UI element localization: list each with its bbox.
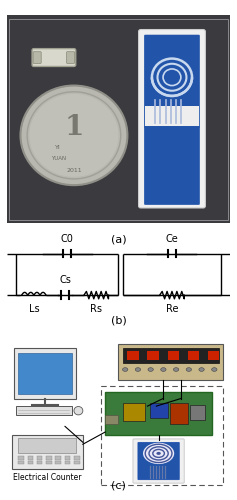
Bar bbox=[101, 386, 223, 486]
Circle shape bbox=[135, 368, 141, 372]
Bar bbox=[147, 351, 159, 360]
Bar bbox=[14, 348, 76, 399]
FancyBboxPatch shape bbox=[67, 52, 75, 64]
Circle shape bbox=[156, 452, 161, 455]
Bar bbox=[37, 456, 42, 460]
Bar bbox=[46, 456, 52, 460]
Bar bbox=[65, 461, 70, 464]
Circle shape bbox=[173, 368, 179, 372]
Bar bbox=[74, 456, 79, 460]
Circle shape bbox=[29, 94, 118, 177]
Text: Rs: Rs bbox=[90, 304, 102, 314]
Text: Electrical Counter: Electrical Counter bbox=[13, 473, 82, 482]
Circle shape bbox=[212, 368, 217, 372]
Bar bbox=[190, 404, 205, 420]
FancyBboxPatch shape bbox=[138, 442, 179, 480]
Text: 1: 1 bbox=[64, 114, 84, 140]
FancyBboxPatch shape bbox=[33, 52, 41, 64]
Text: Cs: Cs bbox=[59, 276, 71, 285]
Bar bbox=[128, 351, 139, 360]
Circle shape bbox=[161, 368, 166, 372]
FancyBboxPatch shape bbox=[144, 126, 200, 205]
Text: C0: C0 bbox=[61, 234, 74, 244]
Bar bbox=[55, 456, 61, 460]
Bar bbox=[37, 461, 42, 464]
Bar bbox=[18, 461, 24, 464]
Bar bbox=[170, 403, 187, 424]
Bar bbox=[27, 461, 33, 464]
Bar bbox=[123, 403, 145, 421]
Bar bbox=[208, 351, 219, 360]
Bar bbox=[18, 438, 76, 454]
Bar bbox=[150, 403, 168, 418]
Bar bbox=[123, 348, 219, 364]
Bar bbox=[16, 406, 72, 415]
Bar bbox=[18, 353, 72, 394]
FancyBboxPatch shape bbox=[133, 439, 184, 483]
Ellipse shape bbox=[74, 406, 83, 415]
Text: (b): (b) bbox=[111, 316, 126, 326]
FancyBboxPatch shape bbox=[139, 30, 205, 208]
Text: YI: YI bbox=[55, 146, 61, 150]
Circle shape bbox=[148, 368, 153, 372]
Text: (c): (c) bbox=[111, 480, 126, 490]
FancyBboxPatch shape bbox=[32, 48, 76, 66]
Text: Re: Re bbox=[166, 304, 178, 314]
Bar bbox=[105, 416, 118, 424]
Bar bbox=[65, 456, 70, 460]
Bar bbox=[187, 351, 199, 360]
FancyBboxPatch shape bbox=[144, 34, 200, 128]
Bar bbox=[18, 456, 24, 460]
Bar bbox=[46, 461, 52, 464]
Text: Ls: Ls bbox=[28, 304, 39, 314]
Bar bbox=[145, 106, 199, 127]
Bar bbox=[168, 351, 179, 360]
Bar bbox=[105, 392, 212, 435]
Text: Ce: Ce bbox=[166, 234, 178, 244]
Circle shape bbox=[20, 86, 128, 185]
Circle shape bbox=[186, 368, 191, 372]
Text: 2011: 2011 bbox=[66, 168, 82, 173]
Bar bbox=[118, 344, 223, 380]
Circle shape bbox=[199, 368, 204, 372]
Text: (a): (a) bbox=[111, 235, 126, 245]
Text: YUAN: YUAN bbox=[51, 156, 66, 160]
Circle shape bbox=[123, 368, 128, 372]
Bar bbox=[27, 456, 33, 460]
Bar bbox=[74, 461, 79, 464]
Bar bbox=[12, 435, 83, 468]
Circle shape bbox=[143, 442, 174, 464]
Bar bbox=[55, 461, 61, 464]
